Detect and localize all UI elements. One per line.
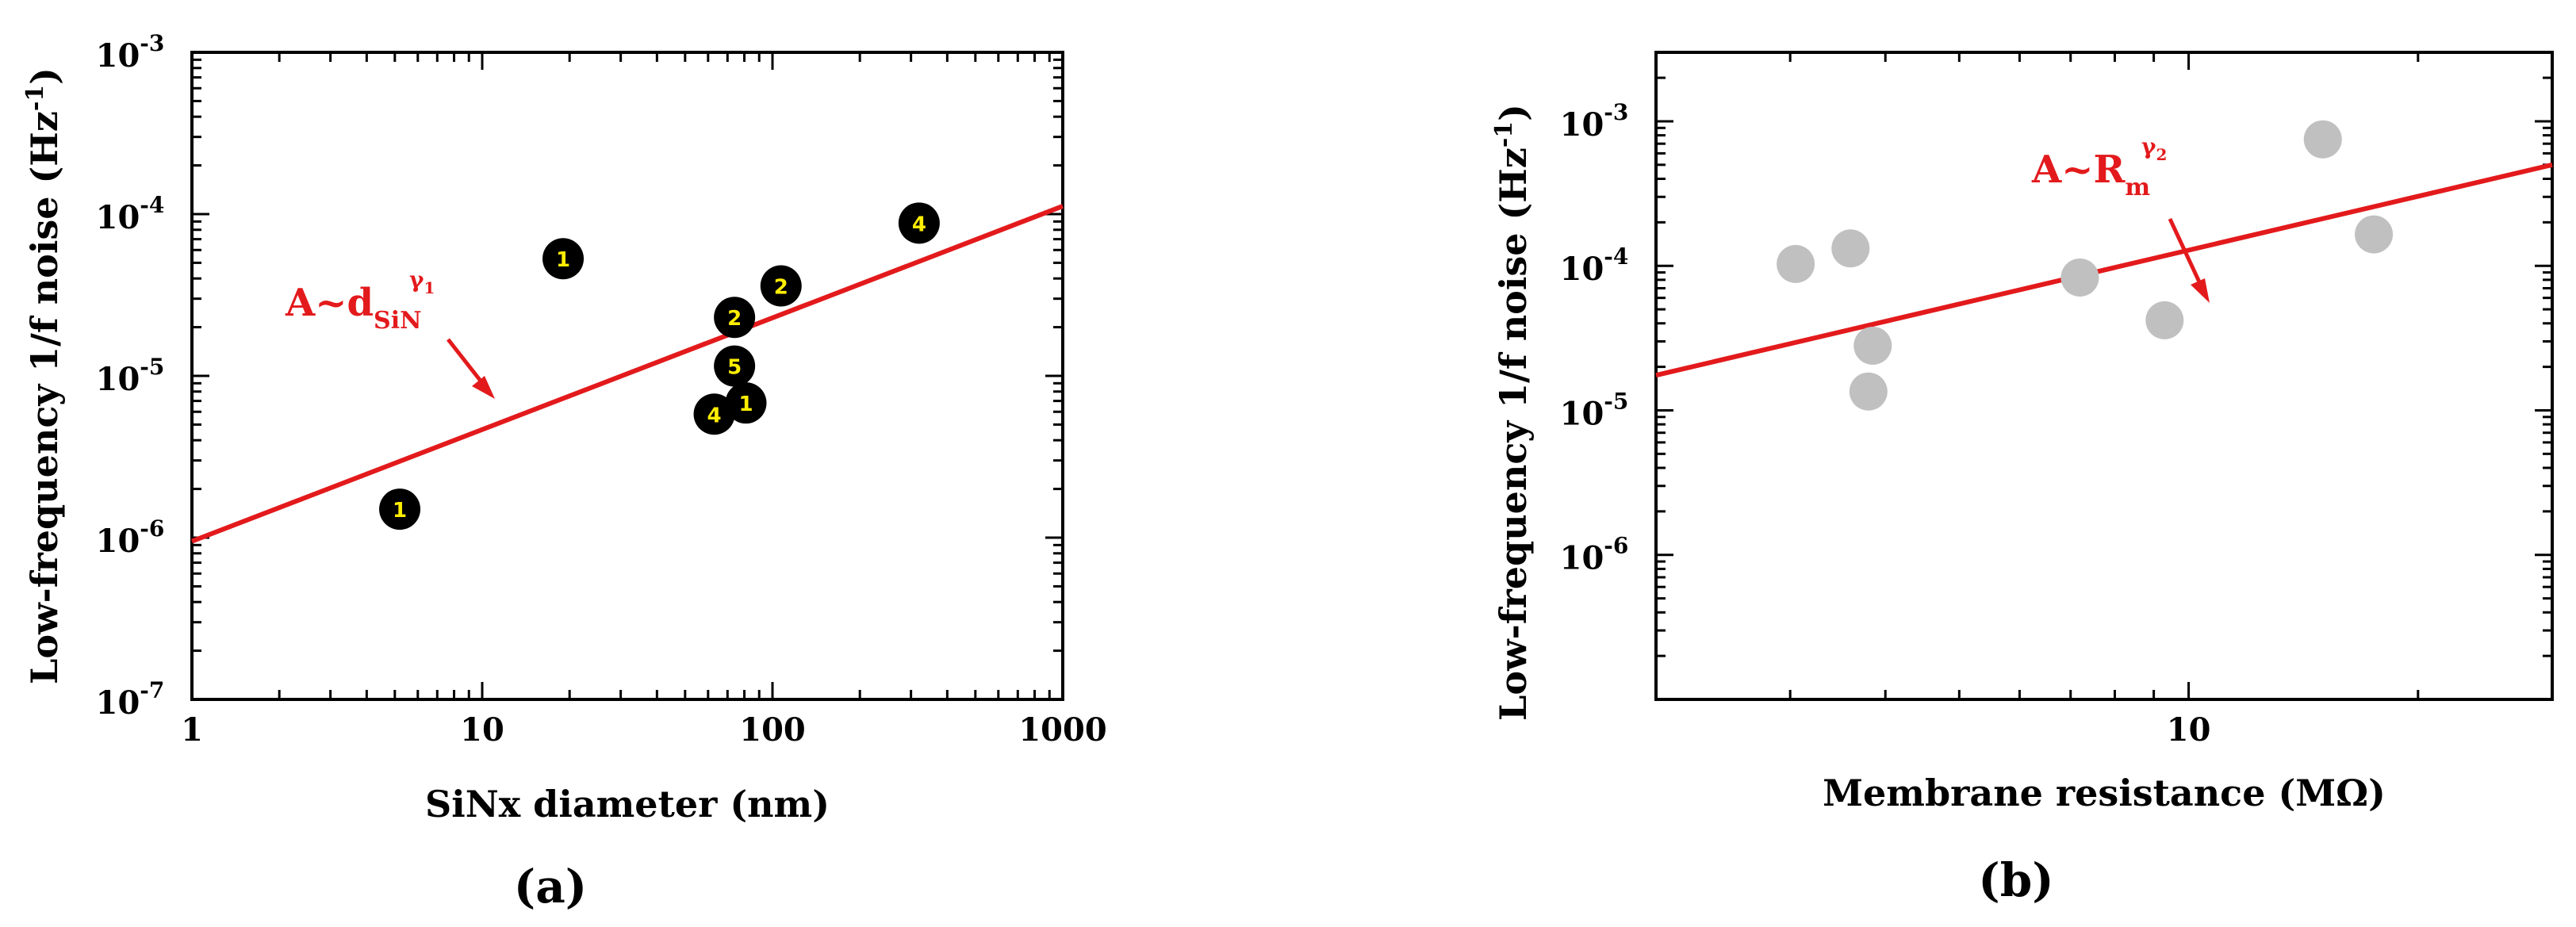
data-point xyxy=(2060,258,2099,297)
data-point-label: 5 xyxy=(727,356,742,380)
data-point-label: 4 xyxy=(707,404,722,427)
annotation-b-sup: γ xyxy=(2141,133,2156,159)
data-point xyxy=(714,345,756,387)
svg-text:γ2: γ2 xyxy=(2141,133,2167,164)
y-tick-label-exponent: -4 xyxy=(140,192,164,218)
y-tick-label: 10-6 xyxy=(1560,533,1629,577)
x-axis-title-b: Membrane resistance (MΩ) xyxy=(1823,772,2386,814)
y-tick-label: 10-5 xyxy=(1560,388,1629,432)
data-point xyxy=(1777,244,1815,283)
annotation-b-main: A~R xyxy=(2031,147,2126,192)
x-tick-label: 1000 xyxy=(1018,711,1106,749)
plot-area-b xyxy=(1654,51,2554,701)
y-tick-label-base: 10 xyxy=(96,684,140,722)
annotation-a-main: A~d xyxy=(285,281,374,325)
panel-label-a: (a) xyxy=(514,860,587,914)
annotation-b-arrow-shaft xyxy=(2168,217,2204,289)
y-tick-label: 10-4 xyxy=(96,192,165,236)
annotation-b: A~Rm γ2 xyxy=(2031,133,2210,303)
y-tick-label-exponent: -3 xyxy=(1604,99,1628,125)
y-axis-title-a-main: Low-frequency 1/f noise (Hz xyxy=(23,111,66,684)
y-axis-title-b-close: ) xyxy=(1492,104,1535,121)
y-axis-title-b: Low-frequency 1/f noise (Hz-1) xyxy=(1490,104,1535,721)
y-tick-label-exponent: -4 xyxy=(1604,243,1628,270)
data-point xyxy=(1853,326,1892,365)
y-axis-title-a: Low-frequency 1/f noise (Hz-1) xyxy=(21,67,66,684)
x-tick-label: 10 xyxy=(2167,711,2211,749)
data-point xyxy=(714,297,756,339)
data-point-label: 1 xyxy=(393,499,407,523)
y-tick-label-base: 10 xyxy=(1560,251,1604,288)
y-tick-label-exponent: -6 xyxy=(1604,533,1628,559)
y-axis-title-a-close: ) xyxy=(23,67,66,85)
fit-line xyxy=(1655,162,2553,378)
svg-text:A~dSiN: A~dSiN xyxy=(285,281,422,335)
y-tick-label: 10-7 xyxy=(96,677,165,722)
fit-line-b xyxy=(1655,162,2553,378)
data-point xyxy=(542,238,585,280)
svg-text:γ1: γ1 xyxy=(409,266,435,297)
data-point xyxy=(2145,301,2184,339)
data-point xyxy=(1831,229,1870,268)
annotation-a-sup-sub: 1 xyxy=(424,278,435,297)
svg-text:A~Rm: A~Rm xyxy=(2031,147,2150,201)
annotation-b-sup-sub: 2 xyxy=(2156,145,2167,164)
y-tick-label: 10-6 xyxy=(96,515,165,560)
data-point xyxy=(2303,120,2342,159)
y-axis-title-b-sup: -1 xyxy=(1490,121,1518,147)
y-tick-label-base: 10 xyxy=(96,199,140,236)
y-tick-label-base: 10 xyxy=(1560,395,1604,432)
y-tick-label: 10-3 xyxy=(96,30,165,75)
x-tick-label: 100 xyxy=(739,711,806,749)
annotation-b-arrowhead xyxy=(2191,278,2210,303)
data-point xyxy=(693,393,735,435)
data-point xyxy=(2355,215,2394,254)
y-axis-title-a-sup: -1 xyxy=(21,85,49,111)
x-axis-title-a: SiNx diameter (nm) xyxy=(425,783,830,825)
data-point xyxy=(379,488,421,531)
data-point xyxy=(898,202,940,244)
y-tick-label: 10-4 xyxy=(1560,243,1629,288)
y-tick-label-base: 10 xyxy=(1560,106,1604,144)
annotation-a-arrow-shaft xyxy=(447,338,487,389)
y-tick-label-exponent: -6 xyxy=(140,515,164,542)
y-tick-label-exponent: -3 xyxy=(140,30,164,56)
y-tick-label: 10-5 xyxy=(96,354,165,398)
x-tick-label: 10 xyxy=(460,711,504,749)
y-tick-label-base: 10 xyxy=(1560,540,1604,577)
data-point-label: 4 xyxy=(912,213,926,236)
y-tick-label-exponent: -5 xyxy=(1604,388,1628,414)
data-point-label: 2 xyxy=(774,276,788,300)
data-point xyxy=(725,382,767,424)
panel-label-b: (b) xyxy=(1978,853,2053,907)
y-tick-label: 10-3 xyxy=(1560,99,1629,144)
y-tick-label-exponent: -7 xyxy=(140,677,164,703)
y-tick-label-base: 10 xyxy=(96,523,140,560)
data-points-b xyxy=(1777,120,2394,411)
y-tick-label-base: 10 xyxy=(96,361,140,398)
annotation-a-sup: γ xyxy=(409,266,424,293)
x-tick-label: 1 xyxy=(181,711,203,749)
data-point xyxy=(1849,372,1888,411)
annotation-a-sub: SiN xyxy=(374,307,421,335)
annotation-a: A~dSiN γ1 xyxy=(285,266,495,399)
y-tick-label-base: 10 xyxy=(96,37,140,75)
fit-line xyxy=(190,204,1064,544)
data-point xyxy=(760,265,802,307)
data-point-label: 2 xyxy=(727,307,742,331)
annotation-b-sub: m xyxy=(2125,174,2150,201)
data-point-label: 1 xyxy=(556,248,570,272)
data-point-label: 1 xyxy=(738,393,753,416)
annotation-a-arrowhead xyxy=(472,376,495,399)
y-axis-title-b-main: Low-frequency 1/f noise (Hz xyxy=(1492,147,1535,721)
fit-line-a xyxy=(190,204,1064,544)
y-tick-label-exponent: -5 xyxy=(140,354,164,380)
